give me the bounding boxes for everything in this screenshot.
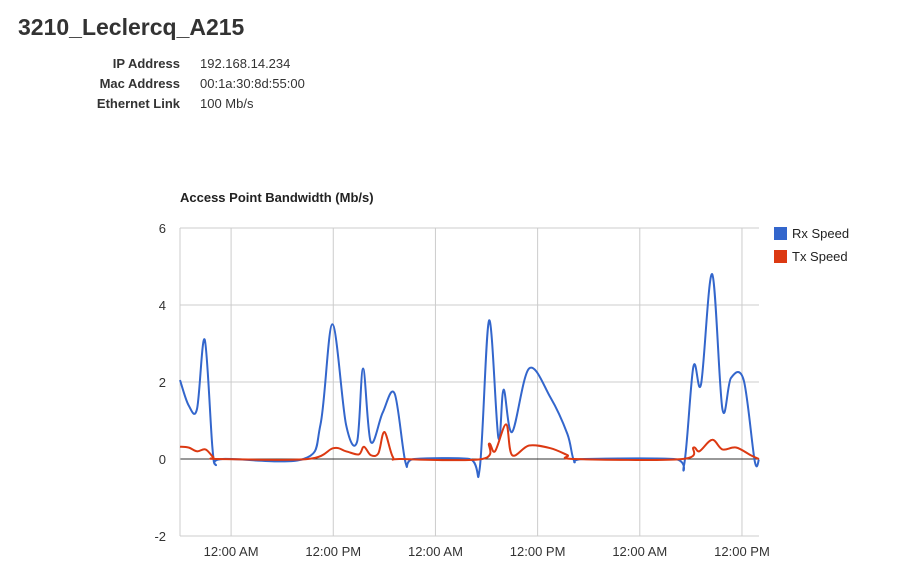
y-tick-label: 0 [159, 452, 166, 467]
legend-item-tx-speed[interactable]: Tx Speed [774, 249, 848, 264]
series-line-tx-speed [179, 423, 760, 462]
info-row-ip-address: IP Address 192.168.14.234 [70, 54, 305, 74]
ethernet-link-value: 100 Mb/s [200, 96, 254, 111]
mac-address-label: Mac Address [99, 76, 180, 91]
mac-address-value: 00:1a:30:8d:55:00 [200, 76, 305, 91]
x-tick-label: 12:00 AM [204, 544, 259, 559]
legend-label: Rx Speed [792, 226, 849, 241]
y-tick-label: 6 [159, 221, 166, 236]
legend-swatch [774, 250, 787, 263]
x-axis-ticks: 12:00 AM 12:00 PM 12:00 AM 12:00 PM 12:00 AM… [204, 544, 770, 559]
chart-gridlines [180, 227, 759, 537]
legend-label: Tx Speed [792, 249, 848, 264]
ethernet-link-label: Ethernet Link [96, 96, 180, 111]
x-tick-label: 12:00 PM [305, 544, 361, 559]
x-tick-label: 12:00 PM [510, 544, 566, 559]
y-tick-label: 4 [159, 298, 166, 313]
y-tick-label: 2 [159, 375, 166, 390]
ip-address-label: IP Address [112, 56, 180, 71]
x-tick-label: 12:00 AM [612, 544, 667, 559]
info-row-mac-address: Mac Address 00:1a:30:8d:55:00 [70, 74, 305, 94]
ip-address-value: 192.168.14.234 [200, 56, 291, 71]
page-title: 3210_Leclercq_A215 [18, 14, 245, 40]
info-row-ethernet-link: Ethernet Link 100 Mb/s [70, 94, 305, 114]
x-tick-label: 12:00 AM [408, 544, 463, 559]
x-tick-label: 12:00 PM [714, 544, 770, 559]
chart-legend[interactable]: Rx Speed Tx Speed [774, 226, 849, 264]
y-tick-label: -2 [154, 529, 166, 544]
y-axis-ticks: -2 0 2 4 6 [154, 221, 166, 544]
legend-swatch [774, 227, 787, 240]
chart-series [179, 273, 760, 478]
device-info-table: IP Address 192.168.14.234 Mac Address 00… [70, 54, 305, 114]
chart-title: Access Point Bandwidth (Mb/s) [180, 190, 374, 205]
legend-item-rx-speed[interactable]: Rx Speed [774, 226, 849, 241]
